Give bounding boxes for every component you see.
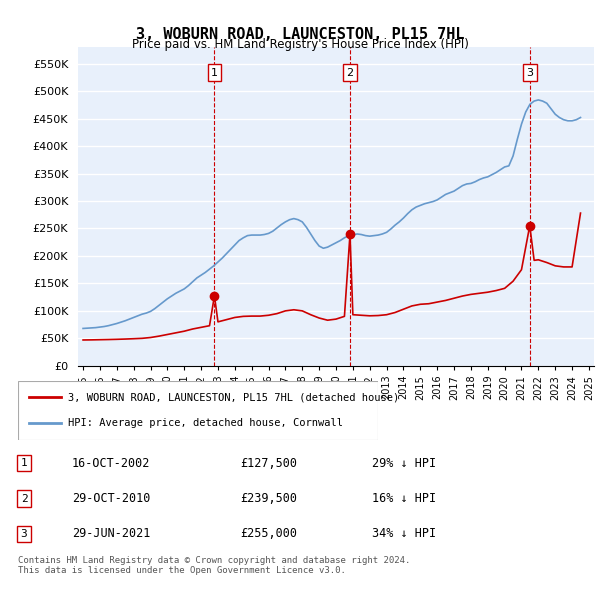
Text: 1: 1 [211, 68, 218, 78]
Text: £239,500: £239,500 [240, 492, 297, 505]
Text: 29-OCT-2010: 29-OCT-2010 [72, 492, 151, 505]
Text: Price paid vs. HM Land Registry's House Price Index (HPI): Price paid vs. HM Land Registry's House … [131, 38, 469, 51]
Text: £255,000: £255,000 [240, 527, 297, 540]
Text: 29-JUN-2021: 29-JUN-2021 [72, 527, 151, 540]
Text: 16-OCT-2002: 16-OCT-2002 [72, 457, 151, 470]
Text: 3, WOBURN ROAD, LAUNCESTON, PL15 7HL (detached house): 3, WOBURN ROAD, LAUNCESTON, PL15 7HL (de… [68, 392, 400, 402]
Text: 3: 3 [526, 68, 533, 78]
Text: Contains HM Land Registry data © Crown copyright and database right 2024.
This d: Contains HM Land Registry data © Crown c… [18, 556, 410, 575]
Text: 3, WOBURN ROAD, LAUNCESTON, PL15 7HL: 3, WOBURN ROAD, LAUNCESTON, PL15 7HL [136, 27, 464, 41]
Text: 16% ↓ HPI: 16% ↓ HPI [372, 492, 436, 505]
Text: 2: 2 [346, 68, 353, 78]
Text: 29% ↓ HPI: 29% ↓ HPI [372, 457, 436, 470]
FancyBboxPatch shape [18, 381, 378, 440]
Text: 1: 1 [20, 458, 28, 468]
Text: 34% ↓ HPI: 34% ↓ HPI [372, 527, 436, 540]
Text: 2: 2 [20, 494, 28, 503]
Text: 3: 3 [20, 529, 28, 539]
Text: HPI: Average price, detached house, Cornwall: HPI: Average price, detached house, Corn… [68, 418, 343, 428]
Text: £127,500: £127,500 [240, 457, 297, 470]
